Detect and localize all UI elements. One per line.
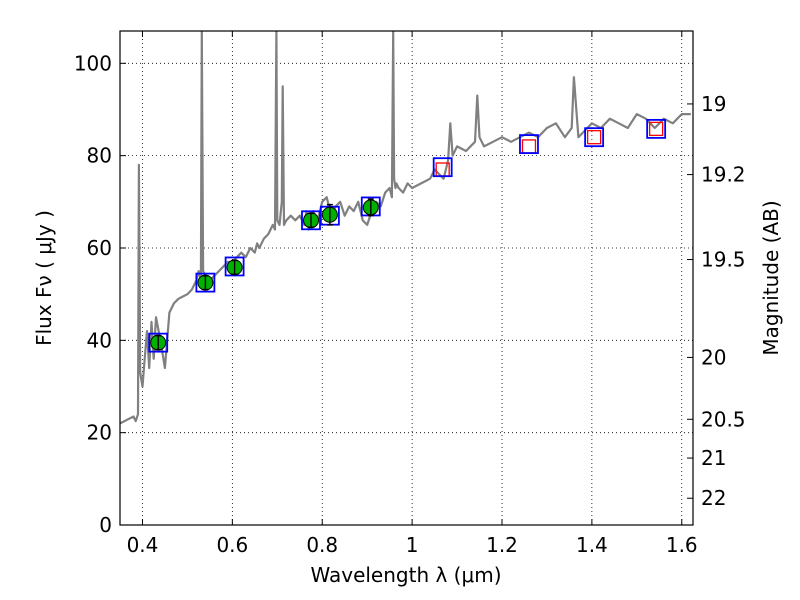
right-tick-label: 19 — [701, 92, 726, 116]
limit-marker — [648, 121, 664, 137]
model-marker — [195, 272, 216, 293]
x-tick-label: 1.2 — [486, 533, 518, 557]
plot-frame — [119, 30, 694, 526]
right-tick-label: 19.2 — [701, 163, 746, 187]
right-tick-label: 21 — [701, 446, 726, 470]
spectrum-line — [120, 31, 691, 425]
y-tick-label: 100 — [74, 51, 112, 75]
y-axis-title: Flux Fν ( μJy ) — [32, 210, 56, 346]
x-axis-title: Wavelength λ (μm) — [310, 563, 501, 587]
model-marker — [519, 134, 539, 155]
right-tick-label: 22 — [701, 486, 726, 510]
limit-marker — [521, 139, 537, 154]
x-tick-label: 0.4 — [127, 533, 159, 557]
right-axis-title: Magnitude (AB) — [759, 200, 783, 355]
model-marker — [646, 118, 667, 139]
model-marker — [584, 127, 605, 148]
limit-marker — [586, 130, 602, 145]
y-tick-label: 20 — [87, 421, 112, 445]
x-tick-label: 0.8 — [306, 533, 338, 557]
model-marker — [432, 157, 453, 178]
right-tick-label: 20 — [701, 345, 726, 369]
x-tick-label: 1.4 — [576, 533, 608, 557]
y-tick-label: 80 — [87, 144, 112, 168]
plot-area — [120, 31, 691, 425]
right-tick-label: 19.5 — [701, 248, 746, 272]
x-tick-label: 0.6 — [216, 533, 248, 557]
model-marker — [224, 256, 245, 277]
axis-ticks: 0.4 0.6 0.8 1 1.2 1.4 1.6 0 20 40 60 80 100 19 19.2 19.… — [74, 31, 746, 557]
y-tick-label: 0 — [99, 513, 112, 537]
y-tick-label: 40 — [87, 328, 112, 352]
x-tick-label: 1.6 — [666, 533, 698, 557]
model-marker — [148, 332, 169, 353]
x-tick-label: 1 — [406, 533, 419, 557]
y-tick-label: 60 — [87, 236, 112, 260]
right-tick-label: 20.5 — [701, 407, 746, 431]
